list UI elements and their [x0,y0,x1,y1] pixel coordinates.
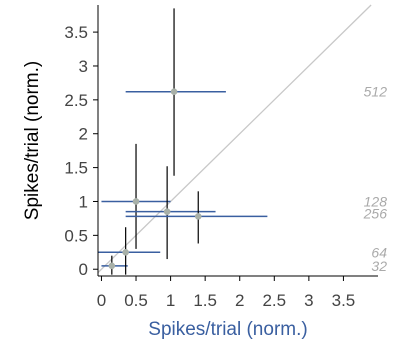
x-axis-ticks: 0 0.5 1 1.5 2 2.5 3 3.5 [97,276,356,310]
y-tick-label-0: 0 [79,260,88,279]
y-tick-label-2: 1 [79,192,88,211]
x-tick-label-7: 3.5 [332,291,356,310]
y-axis-ticks: 0 0.5 1 1.5 2 2.5 3 3.5 [64,23,98,279]
annotation-0: 512 [364,84,388,100]
x-tick-label-3: 1.5 [193,291,217,310]
annotation-3: 64 [371,244,387,260]
x-tick-label-1: 0.5 [124,291,148,310]
x-tick-label-5: 2.5 [262,291,286,310]
data-point-3 [163,208,171,215]
y-tick-label-7: 3.5 [64,23,88,42]
data-point-2 [132,198,140,205]
x-tick-label-4: 2 [235,291,244,310]
annotation-2: 256 [363,206,388,222]
annotation-1: 128 [364,193,388,209]
x-tick-label-6: 3 [304,291,313,310]
x-axis-label: Spikes/trial (norm.) [148,319,307,340]
y-axis-label: Spikes/trial (norm.) [22,61,43,220]
data-point-1 [122,248,129,256]
data-point-5 [170,88,178,96]
x-tick-label-2: 1 [166,291,175,310]
data-points [108,88,202,270]
y-tick-label-6: 3 [79,57,88,76]
data-point-4 [194,213,202,220]
identity-line [97,4,372,274]
y-tick-label-1: 0.5 [64,226,88,245]
data-point-0 [108,262,116,270]
y-tick-label-5: 2.5 [64,91,88,110]
x-tick-label-0: 0 [97,291,106,310]
error-bars [98,8,268,275]
y-tick-label-3: 1.5 [64,159,88,178]
annotation-4: 32 [371,258,387,274]
y-tick-label-4: 2 [79,125,88,144]
